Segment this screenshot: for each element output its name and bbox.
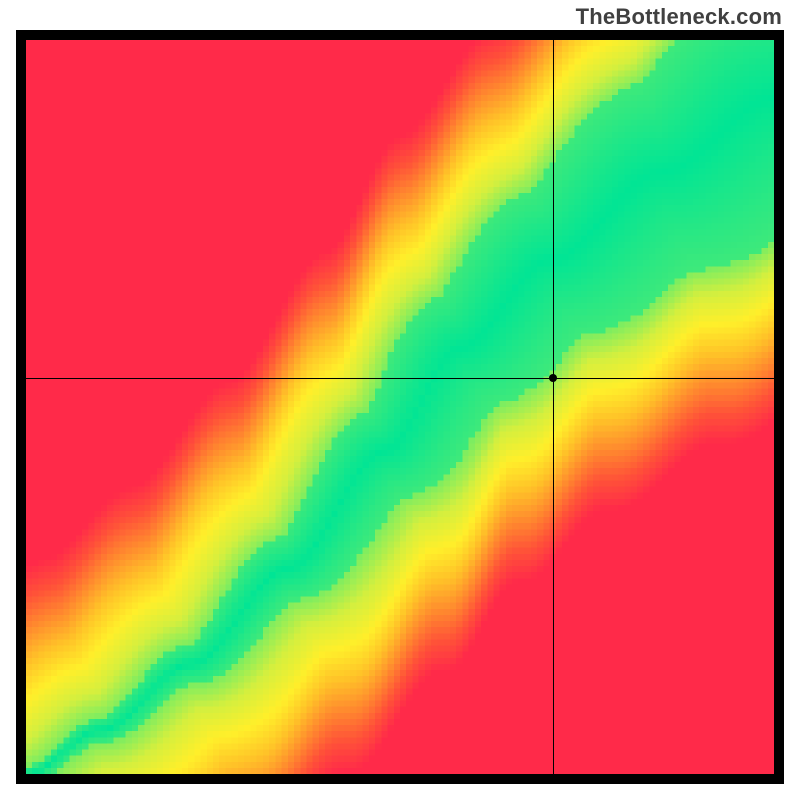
crosshair-horizontal [26, 378, 774, 379]
bottleneck-heatmap [26, 40, 774, 774]
selection-marker [549, 374, 557, 382]
crosshair-vertical [553, 40, 554, 774]
watermark-text: TheBottleneck.com [576, 4, 782, 30]
chart-frame [16, 30, 784, 784]
